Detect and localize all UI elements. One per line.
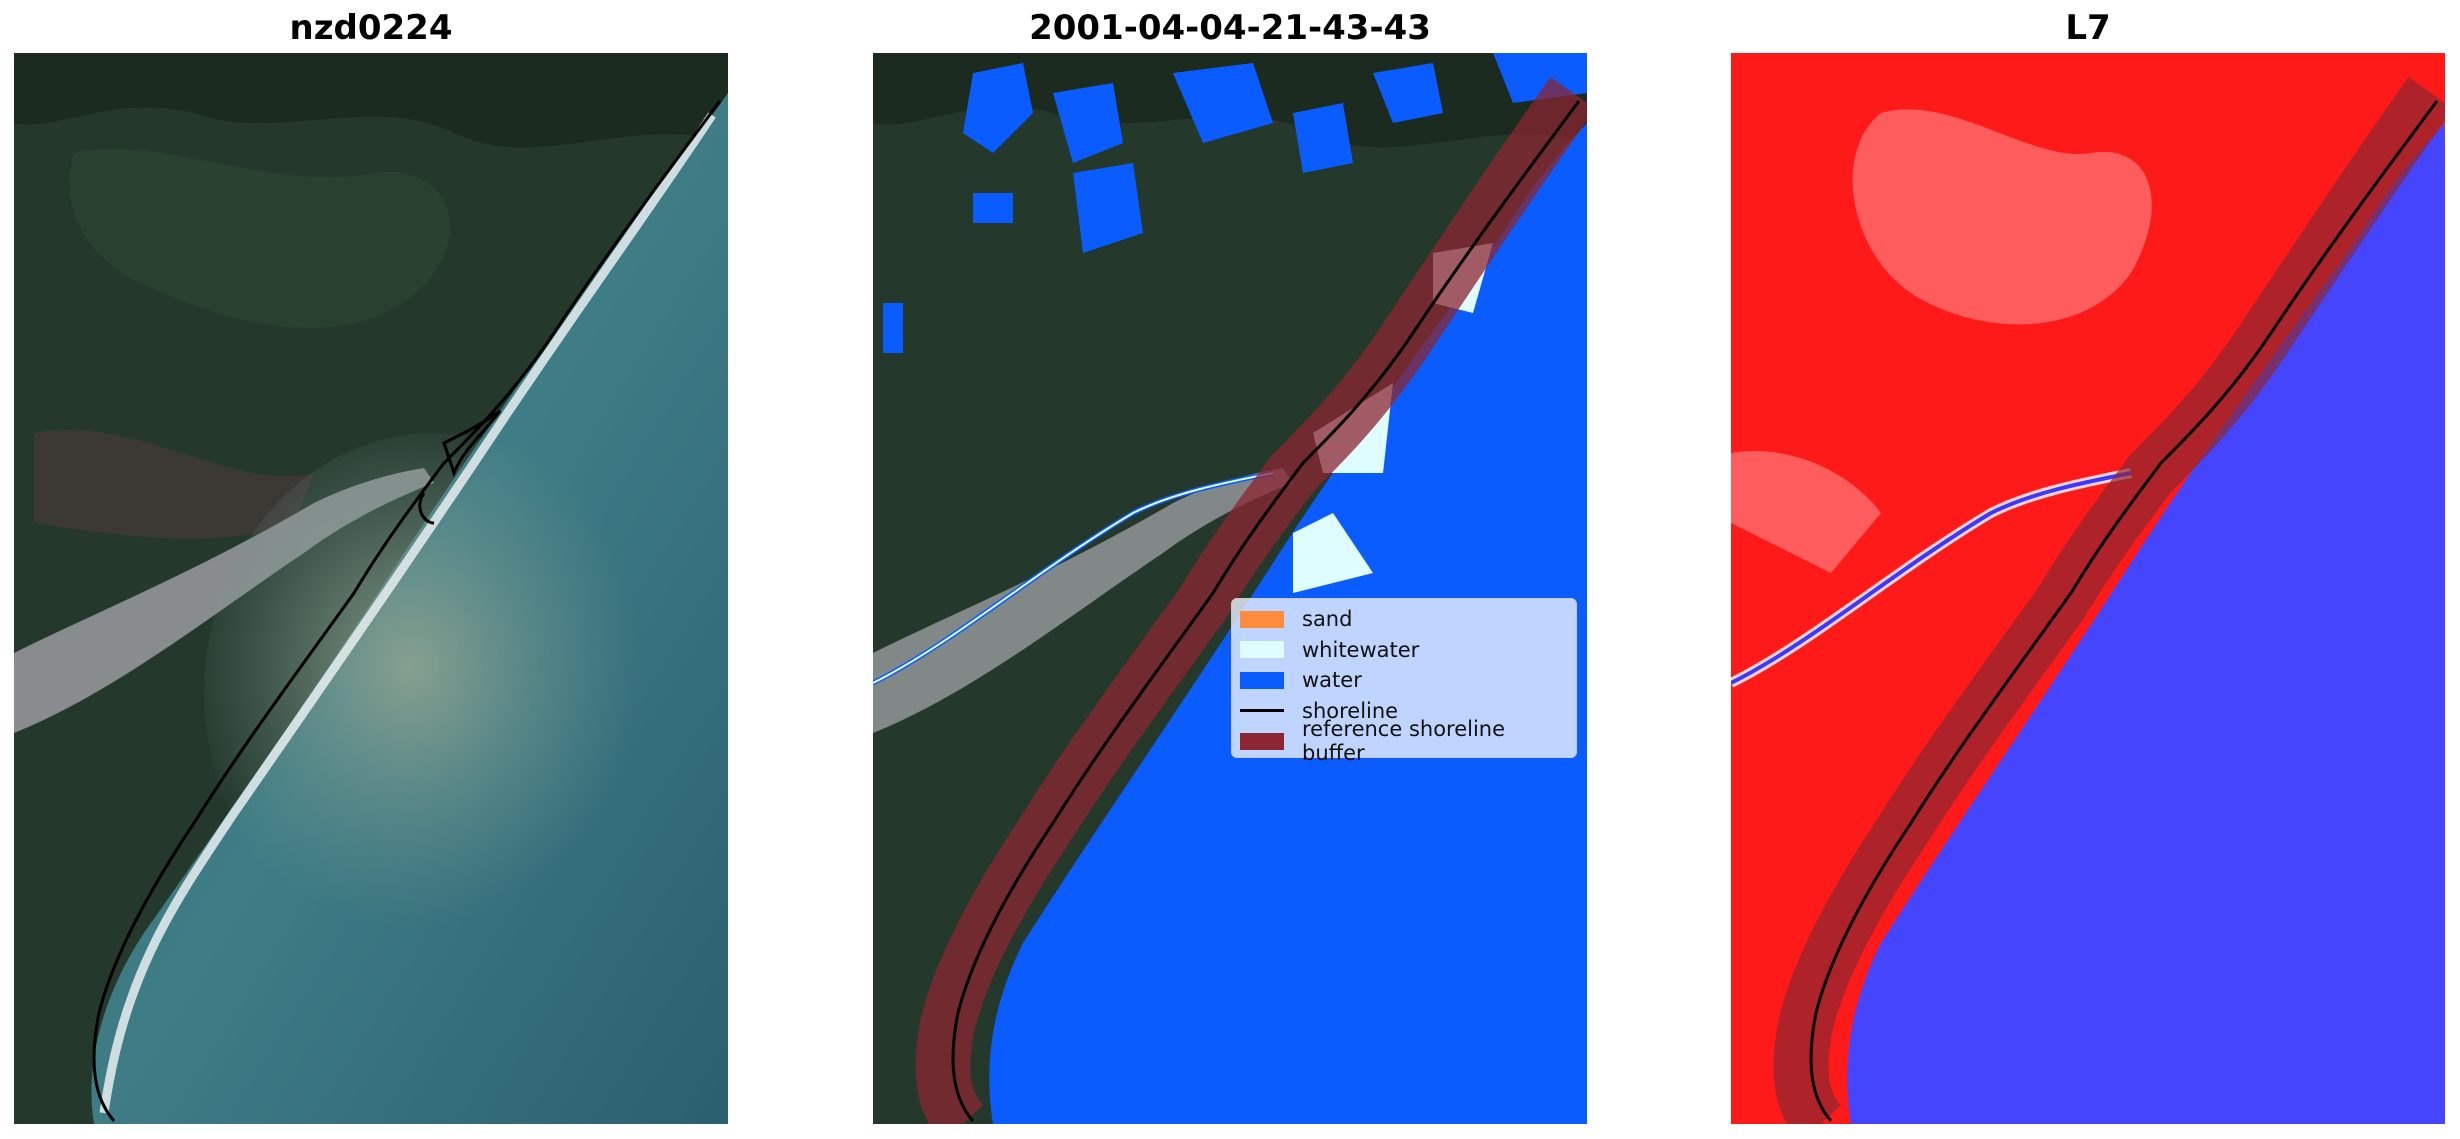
legend-label: sand	[1302, 607, 1353, 632]
panel-title-rgb: nzd0224	[289, 8, 453, 48]
rgb-image	[14, 53, 728, 1124]
legend: sand whitewater water shoreline referenc…	[1231, 598, 1577, 765]
legend-item-water: water	[1240, 665, 1568, 696]
legend-label: water	[1302, 668, 1362, 693]
legend-label: shoreline	[1302, 698, 1399, 723]
legend-swatch-whitewater	[1240, 641, 1284, 659]
shoreline	[92, 100, 722, 1122]
legend-label: whitewater	[1302, 637, 1420, 662]
reference-shoreline-buffer	[915, 77, 1587, 1124]
rgb-image-panel	[14, 53, 728, 1124]
shoreline	[951, 100, 1581, 1122]
index-image-panel	[1731, 53, 2445, 1124]
legend-label: reference shoreline buffer	[1302, 717, 1506, 766]
legend-item-whitewater: whitewater	[1240, 635, 1568, 666]
legend-swatch-sand	[1240, 610, 1284, 628]
legend-item-shoreline: shoreline	[1240, 696, 1568, 727]
inland-water-patches	[883, 53, 1587, 353]
index-image	[1731, 53, 2445, 1124]
legend-swatch-water	[1240, 671, 1284, 689]
shoreline	[1809, 100, 2439, 1122]
classified-image-panel	[873, 53, 1587, 1124]
legend-item-sand: sand	[1240, 604, 1568, 635]
legend-item-buffer: reference shoreline buffer	[1240, 717, 1568, 765]
legend-line-shoreline	[1240, 709, 1284, 713]
legend-swatch-buffer	[1240, 732, 1284, 750]
panel-title-classified: 2001-04-04-21-43-43	[1029, 8, 1431, 48]
water-index-area	[1847, 123, 2445, 1124]
panel-title-index: L7	[2065, 8, 2111, 48]
classified-image	[873, 53, 1587, 1124]
reference-shoreline-buffer	[1773, 77, 2445, 1124]
